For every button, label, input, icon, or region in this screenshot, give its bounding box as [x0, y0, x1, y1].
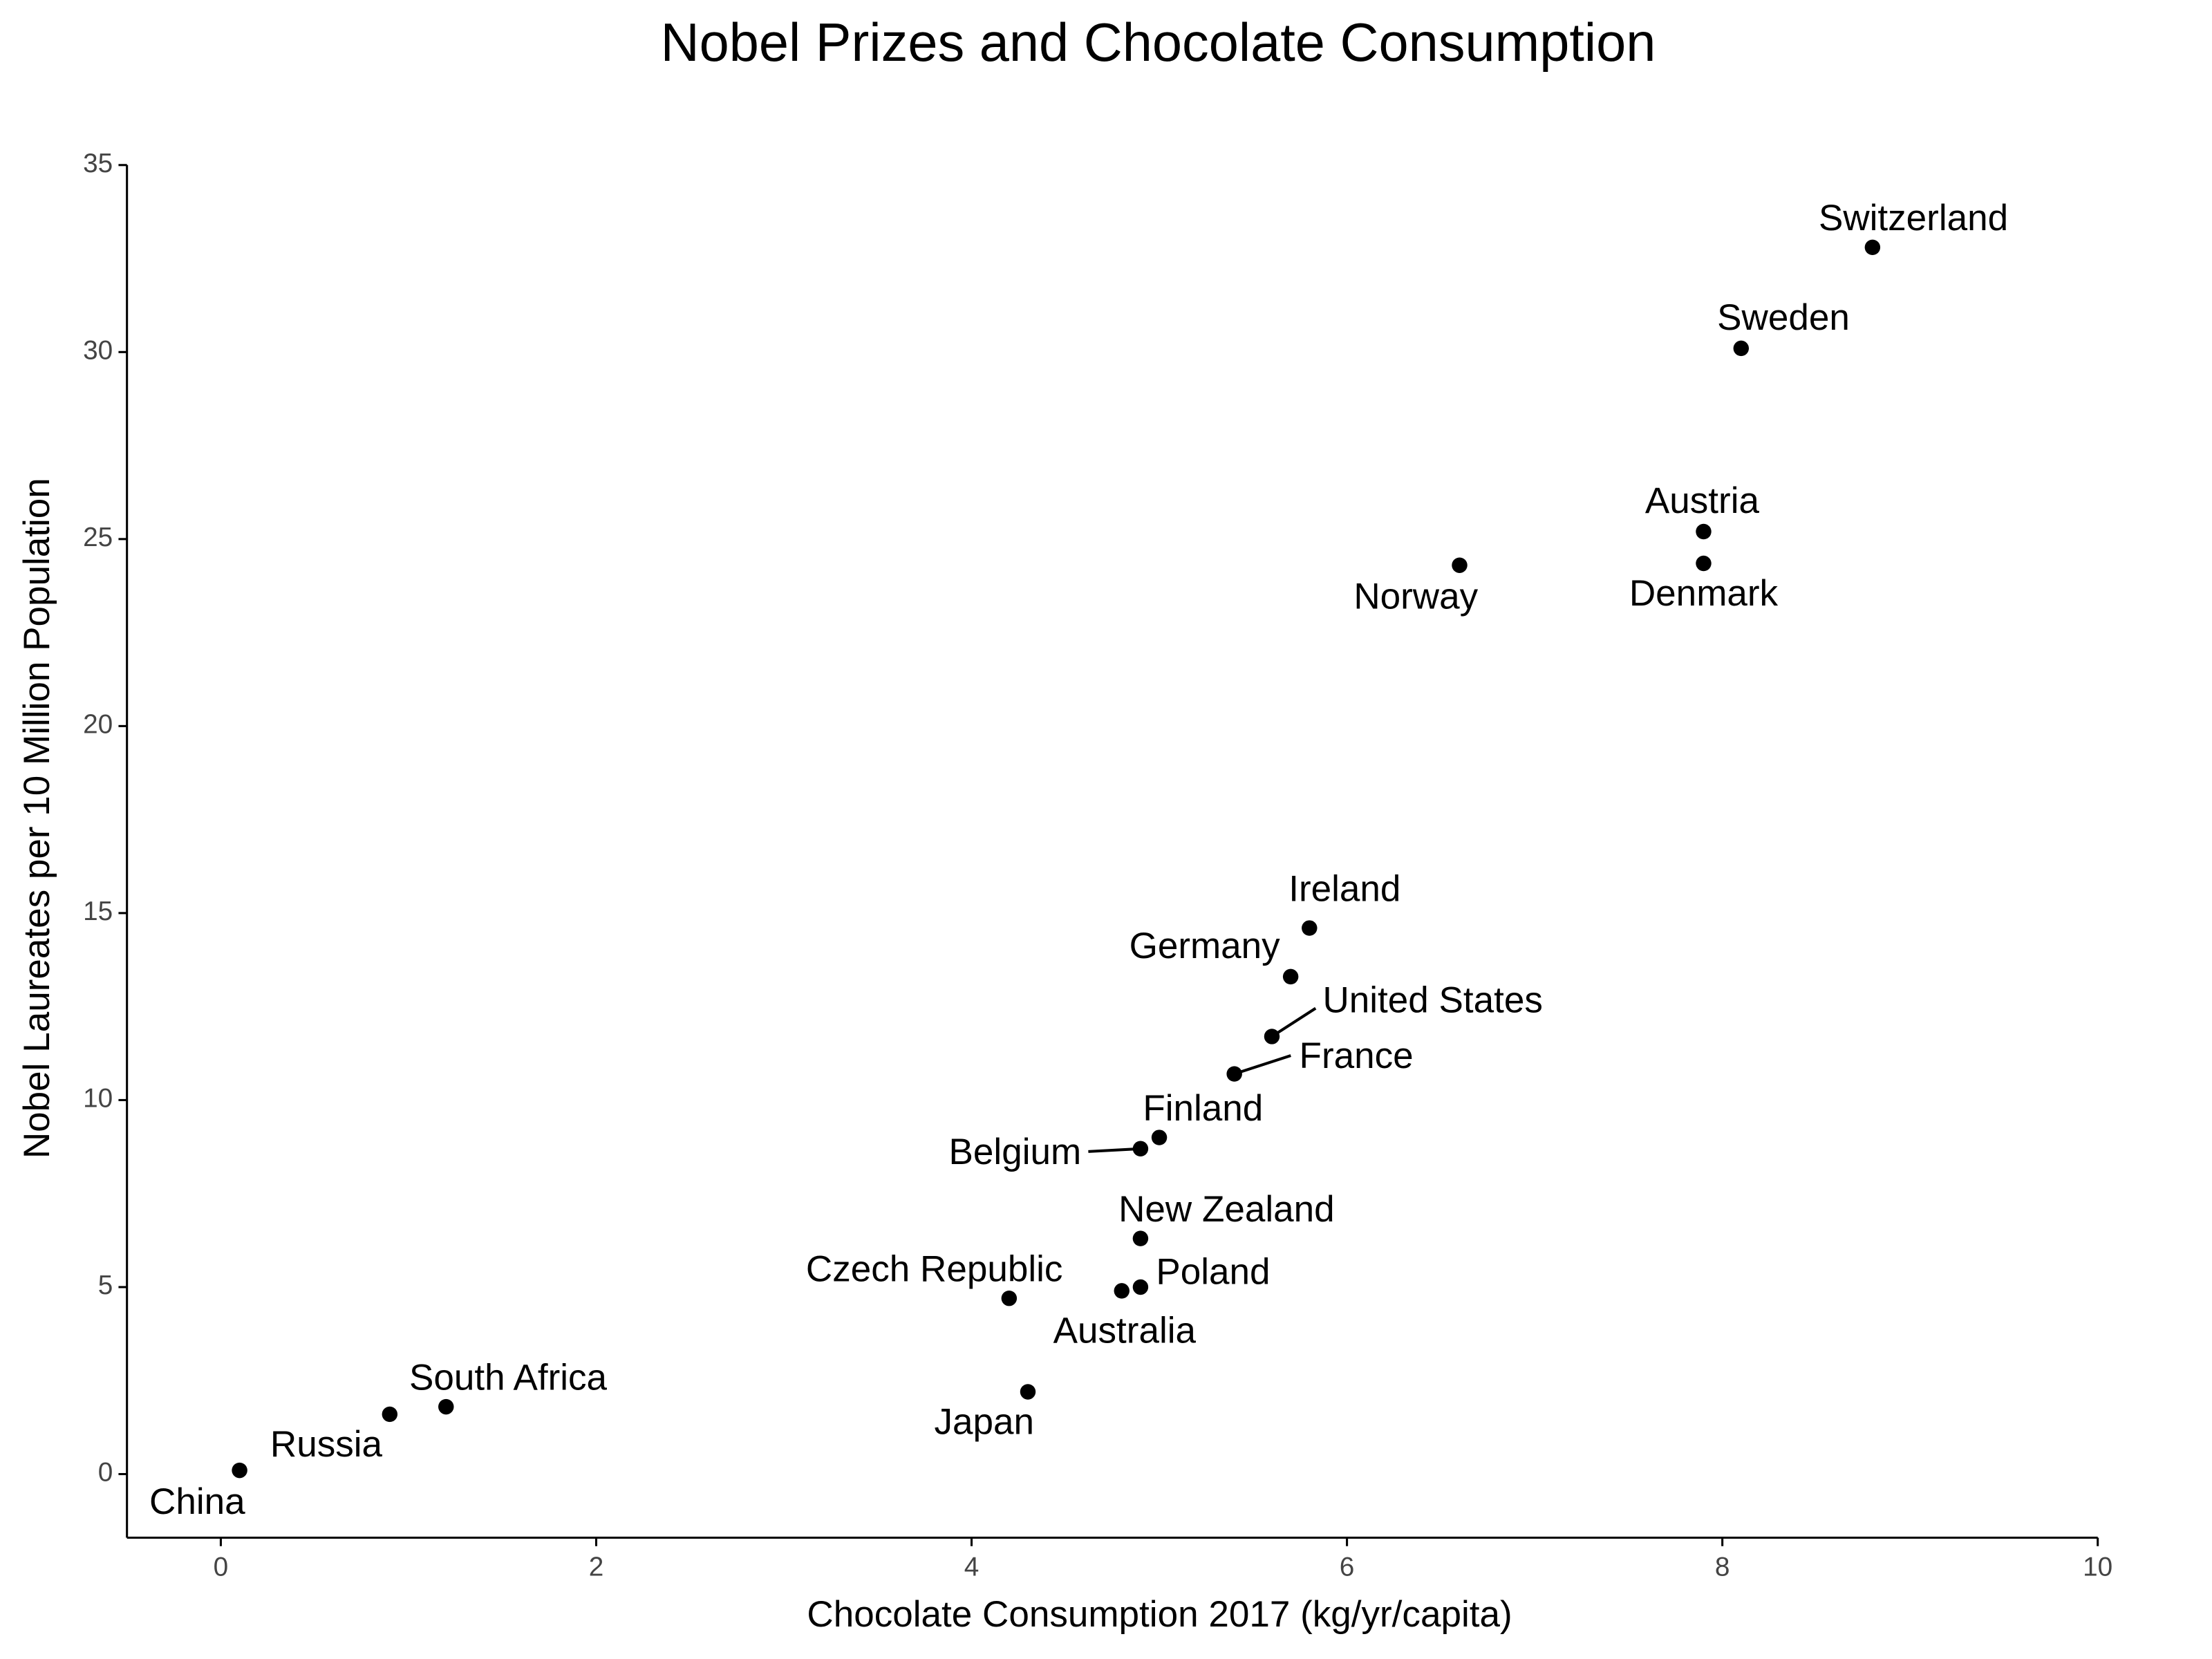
point-label: Russia [270, 1424, 383, 1465]
point [1151, 1130, 1168, 1145]
point [1864, 239, 1881, 256]
point [1733, 340, 1750, 357]
x-tick-label: 8 [1715, 1553, 1730, 1582]
point [1132, 1230, 1149, 1246]
point [1696, 555, 1712, 572]
point [1226, 1066, 1242, 1082]
point-label: France [1300, 1035, 1414, 1076]
leader-line [1234, 1054, 1291, 1076]
point-label: Sweden [1717, 297, 1850, 338]
point [1132, 1141, 1149, 1157]
x-tick-label: 6 [1340, 1553, 1355, 1582]
leader-line [1271, 1006, 1317, 1038]
point-label: New Zealand [1118, 1189, 1335, 1230]
x-tick-label: 2 [589, 1553, 604, 1582]
point [1696, 523, 1712, 540]
y-tick-label: 35 [83, 149, 113, 178]
point-label: Austria [1645, 480, 1760, 521]
y-tick-label: 20 [83, 710, 113, 740]
x-tick-label: 0 [214, 1553, 229, 1582]
y-tick-label: 15 [83, 897, 113, 926]
point-label: Germany [1130, 926, 1281, 966]
point-label: United States [1322, 980, 1542, 1020]
y-tick-label: 10 [83, 1084, 113, 1114]
chart-title: Nobel Prizes and Chocolate Consumption [661, 13, 1656, 73]
point-label: Poland [1156, 1252, 1270, 1293]
point [1282, 968, 1299, 985]
y-tick-label: 30 [83, 336, 113, 366]
point [232, 1462, 247, 1479]
x-axis-title: Chocolate Consumption 2017 (kg/yr/capita… [807, 1594, 1512, 1635]
point-label: Norway [1353, 577, 1478, 617]
y-tick-label: 25 [83, 523, 113, 552]
x-tick-label: 4 [964, 1553, 980, 1582]
point [1452, 557, 1468, 573]
leader-line [1088, 1147, 1141, 1153]
point-label: Ireland [1288, 869, 1400, 910]
point [438, 1398, 454, 1415]
point-label: Finland [1143, 1088, 1263, 1129]
point-label: Japan [934, 1401, 1034, 1442]
y-tick-label: 5 [98, 1271, 113, 1300]
point [1001, 1290, 1018, 1306]
point [1132, 1279, 1149, 1295]
point [1020, 1384, 1036, 1400]
point-label: China [149, 1481, 245, 1522]
point-label: Czech Republic [806, 1248, 1063, 1289]
point [1264, 1029, 1280, 1044]
y-tick-label: 0 [98, 1458, 113, 1488]
point [382, 1406, 398, 1423]
point-label: Denmark [1629, 573, 1779, 614]
point-label: Belgium [949, 1132, 1082, 1172]
x-tick-label: 10 [2083, 1553, 2112, 1582]
y-axis-title: Nobel Laureates per 10 Million Populatio… [17, 478, 57, 1159]
point-label: Switzerland [1819, 198, 2008, 238]
point [1302, 920, 1318, 936]
point-label: Australia [1053, 1311, 1197, 1351]
point [1114, 1283, 1130, 1299]
point-label: South Africa [409, 1357, 608, 1398]
